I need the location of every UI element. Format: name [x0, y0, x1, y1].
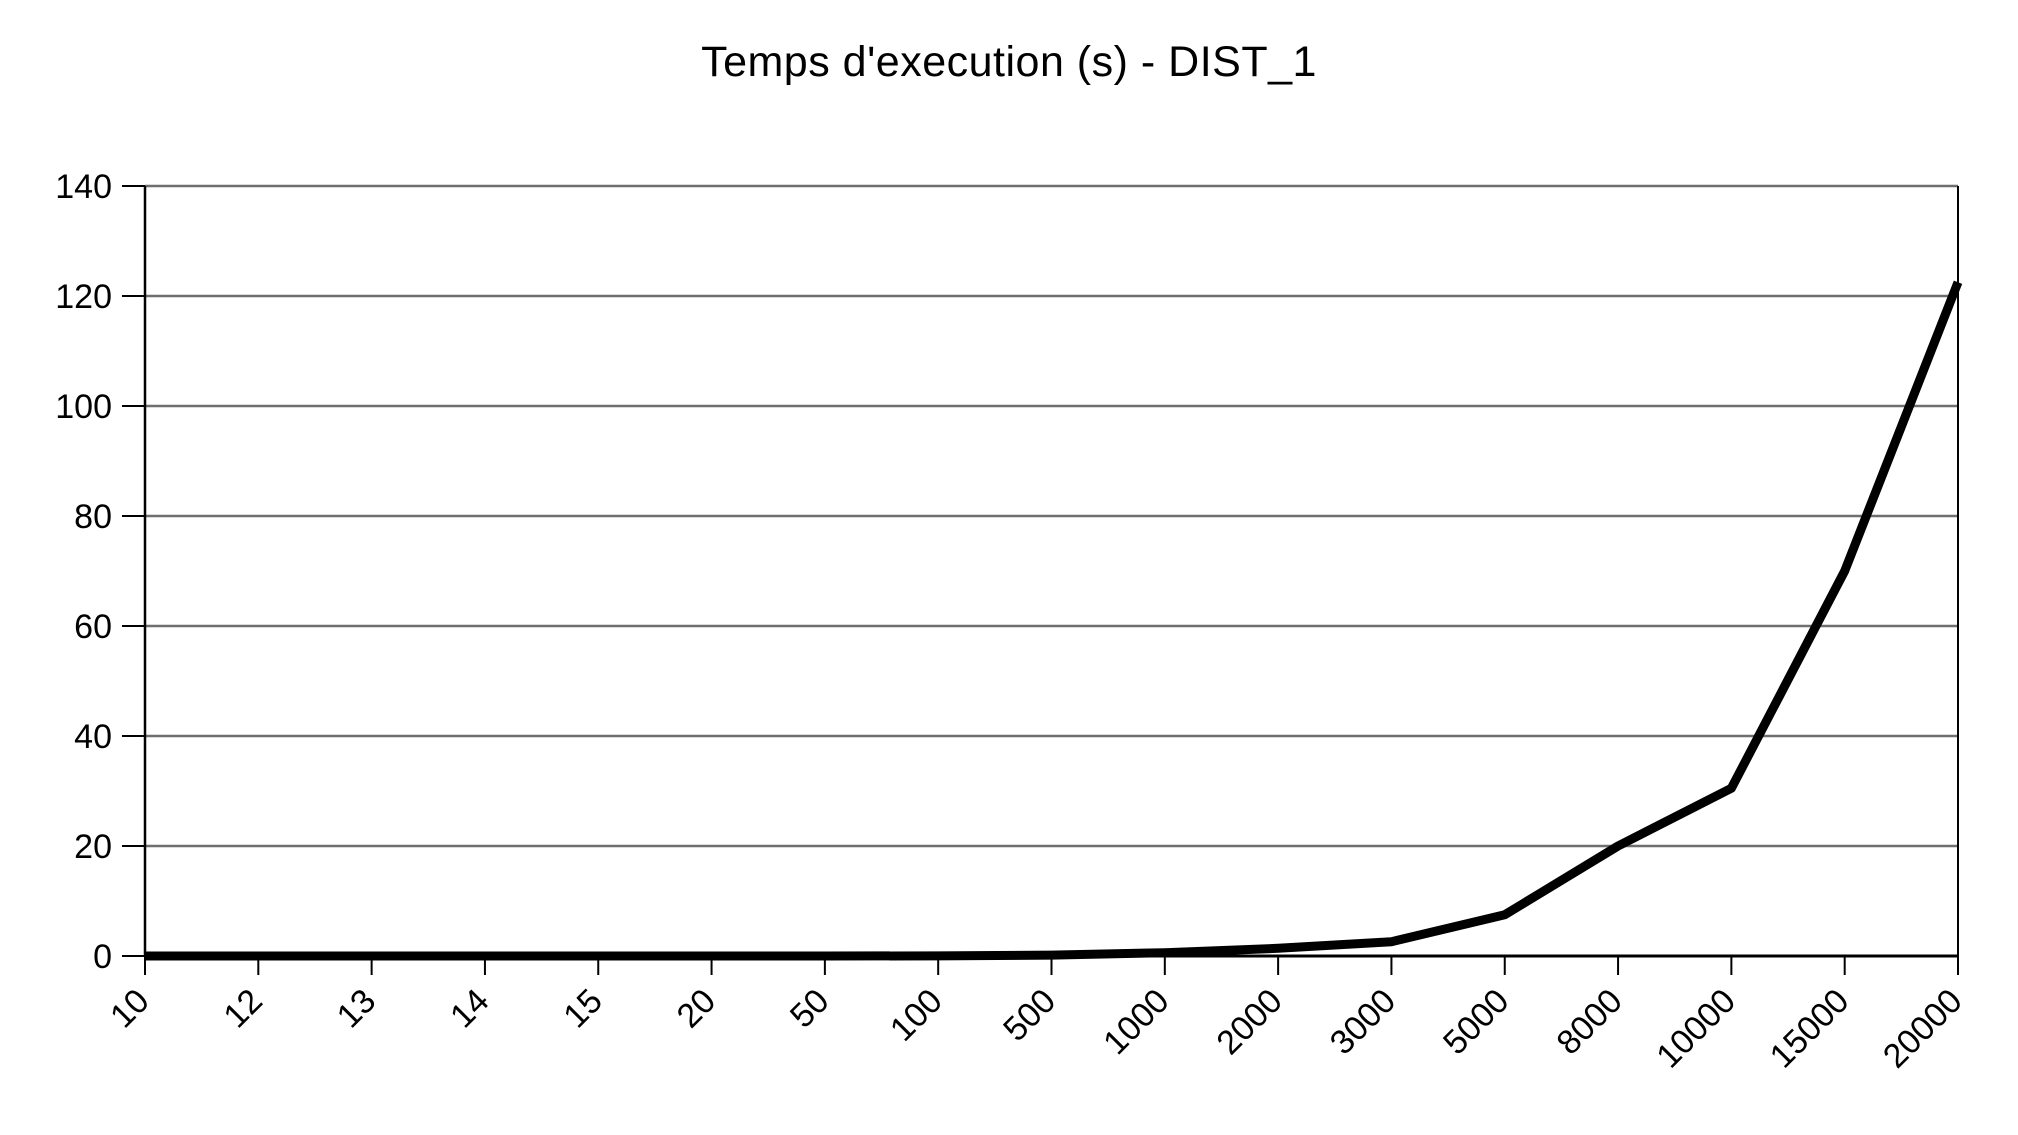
x-tick-label: 1000	[1096, 982, 1176, 1062]
x-tick-label: 10000	[1649, 982, 1743, 1076]
y-tick-label: 0	[93, 938, 112, 976]
y-tick-label: 80	[74, 498, 112, 536]
x-tick-label: 12	[216, 982, 270, 1036]
x-tick-label: 3000	[1323, 982, 1403, 1062]
x-tick-label: 2000	[1209, 982, 1289, 1062]
x-tick-label: 20000	[1876, 982, 1970, 1076]
y-tick-label: 120	[55, 278, 112, 316]
x-tick-label: 5000	[1436, 982, 1516, 1062]
x-tick-label: 100	[883, 982, 950, 1049]
y-tick-label: 60	[74, 608, 112, 646]
x-tick-label: 10	[103, 982, 157, 1036]
data-line	[145, 280, 1963, 961]
x-tick-label: 14	[443, 982, 497, 1036]
y-tick-label: 140	[55, 168, 112, 206]
y-tick-label: 100	[55, 388, 112, 426]
x-tick-label: 8000	[1549, 982, 1629, 1062]
chart-title: Temps d'execution (s) - DIST_1	[701, 38, 1317, 86]
x-tick-label: 15	[556, 982, 610, 1036]
x-tick-label: 20	[670, 982, 724, 1036]
x-tick-label: 13	[330, 982, 384, 1036]
x-tick-label: 15000	[1763, 982, 1857, 1076]
y-tick-label: 40	[74, 718, 112, 756]
y-tick-label: 20	[74, 828, 112, 866]
x-tick-label: 50	[783, 982, 837, 1036]
x-tick-label: 500	[996, 982, 1063, 1049]
